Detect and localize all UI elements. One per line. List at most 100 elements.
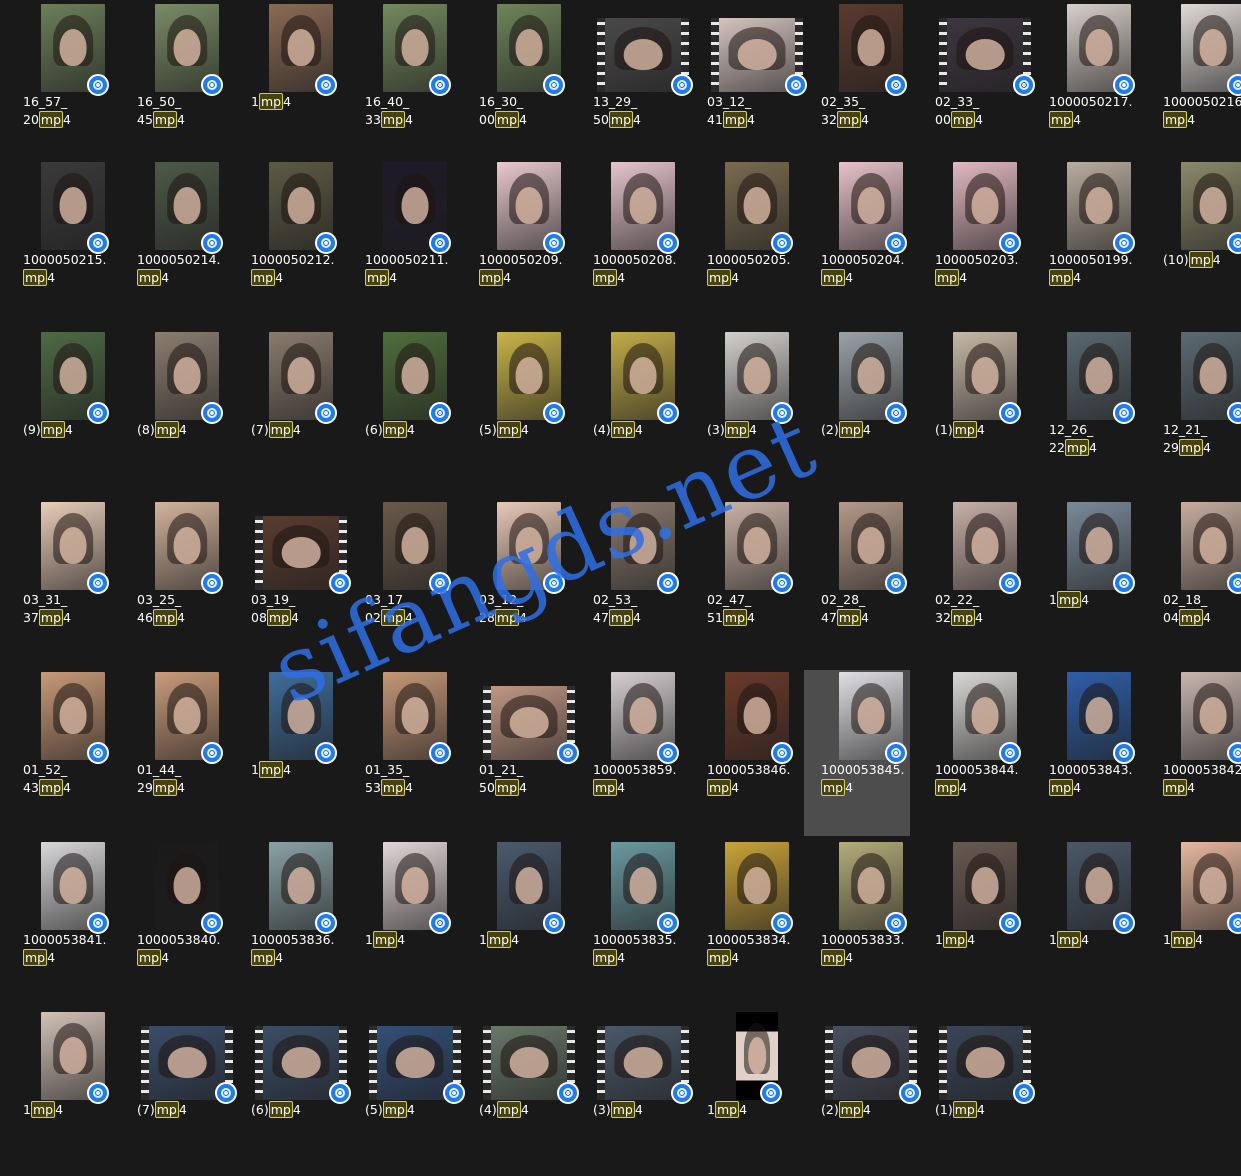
file-item[interactable]: (1) mp 4 bbox=[932, 1010, 1038, 1176]
file-item[interactable]: 1000053833. mp 4 bbox=[818, 840, 924, 1006]
file-name-suffix: 4 bbox=[397, 932, 406, 947]
file-item[interactable]: 1000050204. mp 4 bbox=[818, 160, 924, 326]
file-item[interactable]: (4) mp 4 bbox=[590, 330, 696, 496]
thumbnail-area bbox=[818, 2, 924, 96]
file-item[interactable]: (2) mp 4 bbox=[818, 1010, 924, 1176]
file-item[interactable]: (7) mp 4 bbox=[248, 330, 354, 496]
file-item[interactable]: 1 mp 4 bbox=[932, 840, 1038, 1006]
file-name: 1 mp 4 bbox=[1049, 591, 1153, 609]
file-item[interactable]: (7) mp 4 bbox=[134, 1010, 240, 1176]
file-item[interactable]: 1000053842. mp 4 bbox=[1160, 670, 1241, 836]
file-item[interactable]: 01_44_ 29 mp 4 bbox=[134, 670, 240, 836]
file-name: 1000053842. mp 4 bbox=[1163, 761, 1241, 797]
search-highlight-extension: mp bbox=[152, 779, 178, 796]
file-item[interactable]: 1000050203. mp 4 bbox=[932, 160, 1038, 326]
file-item[interactable]: 1000050209. mp 4 bbox=[476, 160, 582, 326]
file-item[interactable]: 1000053840. mp 4 bbox=[134, 840, 240, 1006]
badge-anchor bbox=[611, 332, 679, 424]
file-item[interactable]: 02_47_ 51 mp 4 bbox=[704, 500, 810, 666]
file-item[interactable]: 1000053844. mp 4 bbox=[932, 670, 1038, 836]
file-item[interactable]: (3) mp 4 bbox=[704, 330, 810, 496]
file-item[interactable]: 1 mp 4 bbox=[362, 840, 468, 1006]
file-item[interactable]: (10) mp 4 bbox=[1160, 160, 1241, 326]
file-item[interactable]: 02_33_ 00 mp 4 bbox=[932, 2, 1038, 168]
file-item[interactable]: 1000050217. mp 4 bbox=[1046, 2, 1152, 168]
video-thumbnail bbox=[269, 332, 333, 420]
reel-glyph bbox=[663, 238, 673, 248]
file-item[interactable]: 02_18_ 04 mp 4 bbox=[1160, 500, 1241, 666]
file-item[interactable]: 1000053836. mp 4 bbox=[248, 840, 354, 1006]
badge-anchor bbox=[939, 18, 1035, 96]
search-highlight-extension: mp bbox=[23, 949, 48, 966]
file-item[interactable]: 16_50_ 45 mp 4 bbox=[134, 2, 240, 168]
file-item[interactable]: 1000053841. mp 4 bbox=[20, 840, 126, 1006]
file-item[interactable]: 16_57_ 20 mp 4 bbox=[20, 2, 126, 168]
file-item[interactable]: 02_28_ 47 mp 4 bbox=[818, 500, 924, 666]
file-item[interactable]: (5) mp 4 bbox=[476, 330, 582, 496]
file-item[interactable]: 1000053859. mp 4 bbox=[590, 670, 696, 836]
file-item[interactable]: 1000050199. mp 4 bbox=[1046, 160, 1152, 326]
file-item[interactable]: 1 mp 4 bbox=[1046, 500, 1152, 666]
file-item[interactable]: (1) mp 4 bbox=[932, 330, 1038, 496]
file-item[interactable]: 03_12_ 28 mp 4 bbox=[476, 500, 582, 666]
file-item[interactable]: 16_40_ 33 mp 4 bbox=[362, 2, 468, 168]
thumbnail-face-shape bbox=[287, 356, 315, 394]
file-item[interactable]: 1000050212. mp 4 bbox=[248, 160, 354, 326]
file-item[interactable]: (5) mp 4 bbox=[362, 1010, 468, 1176]
file-item[interactable]: 16_30_ 00 mp 4 bbox=[476, 2, 582, 168]
video-thumbnail bbox=[611, 842, 675, 930]
thumbnail-area bbox=[476, 330, 582, 424]
file-item[interactable]: 1000053843. mp 4 bbox=[1046, 670, 1152, 836]
thumbnail-area bbox=[818, 160, 924, 254]
file-item[interactable]: 1000053835. mp 4 bbox=[590, 840, 696, 1006]
file-item[interactable]: (8) mp 4 bbox=[134, 330, 240, 496]
reel-glyph bbox=[1119, 578, 1129, 588]
reel-glyph bbox=[663, 748, 673, 758]
file-item[interactable]: 01_35_ 53 mp 4 bbox=[362, 670, 468, 836]
file-item[interactable]: 1000050215. mp 4 bbox=[20, 160, 126, 326]
file-item[interactable]: 1 mp 4 bbox=[248, 2, 354, 168]
file-item[interactable]: 1 mp 4 bbox=[20, 1010, 126, 1176]
file-item[interactable]: 1 mp 4 bbox=[1160, 840, 1241, 1006]
file-item[interactable]: 01_52_ 43 mp 4 bbox=[20, 670, 126, 836]
file-name-suffix: 4 bbox=[845, 950, 854, 965]
file-item[interactable]: 02_35_ 32 mp 4 bbox=[818, 2, 924, 168]
file-item[interactable]: 1 mp 4 bbox=[704, 1010, 810, 1176]
file-item[interactable]: 1000050205. mp 4 bbox=[704, 160, 810, 326]
file-item[interactable]: (9) mp 4 bbox=[20, 330, 126, 496]
file-item[interactable]: 01_21_ 50 mp 4 bbox=[476, 670, 582, 836]
file-item[interactable]: 03_12_ 41 mp 4 bbox=[704, 2, 810, 168]
file-item[interactable]: 03_31_ 37 mp 4 bbox=[20, 500, 126, 666]
file-item[interactable]: (4) mp 4 bbox=[476, 1010, 582, 1176]
file-item[interactable]: 1000053846. mp 4 bbox=[704, 670, 810, 836]
video-player-icon bbox=[429, 742, 451, 764]
file-item[interactable]: (6) mp 4 bbox=[248, 1010, 354, 1176]
reel-glyph bbox=[93, 408, 103, 418]
file-item[interactable]: (3) mp 4 bbox=[590, 1010, 696, 1176]
thumbnail-area bbox=[20, 160, 126, 254]
file-name: 1000053859. mp 4 bbox=[593, 761, 697, 797]
file-item[interactable]: 02_53_ 47 mp 4 bbox=[590, 500, 696, 666]
file-name-prefix: 01_21_ bbox=[479, 762, 524, 777]
file-item[interactable]: 1000050216. mp 4 bbox=[1160, 2, 1241, 168]
badge-anchor bbox=[839, 332, 907, 424]
file-item[interactable]: 03_19_ 08 mp 4 bbox=[248, 500, 354, 666]
file-item[interactable]: 1000050214. mp 4 bbox=[134, 160, 240, 326]
file-item[interactable]: 1000053834. mp 4 bbox=[704, 840, 810, 1006]
file-item[interactable]: 02_22_ 32 mp 4 bbox=[932, 500, 1038, 666]
file-item[interactable]: 1 mp 4 bbox=[248, 670, 354, 836]
file-item[interactable]: (2) mp 4 bbox=[818, 330, 924, 496]
file-item[interactable]: 03_25_ 46 mp 4 bbox=[134, 500, 240, 666]
file-item[interactable]: 12_21_ 29 mp 4 bbox=[1160, 330, 1241, 496]
file-item[interactable]: 1 mp 4 bbox=[476, 840, 582, 1006]
file-item[interactable]: 12_26_ 22 mp 4 bbox=[1046, 330, 1152, 496]
file-item[interactable]: 13_29_ 50 mp 4 bbox=[590, 2, 696, 168]
file-item[interactable]: 1 mp 4 bbox=[1046, 840, 1152, 1006]
file-item[interactable]: 1000050211. mp 4 bbox=[362, 160, 468, 326]
reel-glyph bbox=[1019, 80, 1029, 90]
file-item[interactable]: 1000050208. mp 4 bbox=[590, 160, 696, 326]
badge-anchor bbox=[155, 332, 223, 424]
file-item[interactable]: 1000053845. mp 4 bbox=[804, 670, 910, 836]
file-item[interactable]: (6) mp 4 bbox=[362, 330, 468, 496]
file-item[interactable]: 03_17_ 02 mp 4 bbox=[362, 500, 468, 666]
